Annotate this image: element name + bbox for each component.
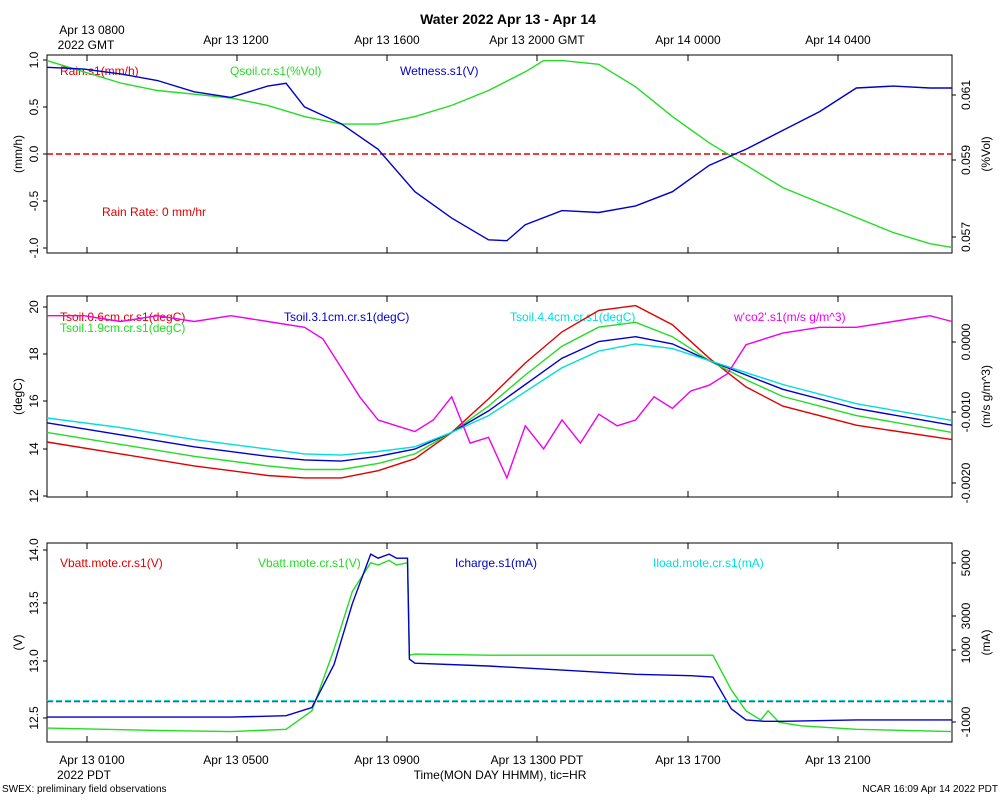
top-ylabel-left: (mm/h) [11,135,25,173]
x-axis-title: Time(MON DAY HHMM), tic=HR [414,768,587,782]
bottom-ytick-label-left-2: 13.0 [27,649,41,673]
middle-ytick-label-right-1: -0.0010 [959,391,973,432]
top-ytick-label-left-4: -1.0 [27,237,41,258]
middle-series-2 [46,335,953,462]
top-ytick-label-left-0: 1.0 [27,51,41,68]
top-axis-label-0: Apr 13 0800 [59,23,125,37]
bottom-ytick-label-right-2: 1000 [959,636,973,663]
bottom-axis-label-4: Apr 13 1700 [655,753,721,767]
middle-ytick-label-left-0: 20 [27,300,41,314]
legend-vbatt-green: Vbatt.mote.cr.s1(V) [258,556,361,570]
bottom-ylabel-left: (V) [11,635,25,651]
middle-series-3 [46,343,953,456]
middle-ytick-label-right-2: -0.0020 [959,462,973,503]
bottom-ytick-label-left-0: 14.0 [27,538,41,562]
bottom-time-axis: Apr 13 0100 2022 PDT Apr 13 0500 Apr 13 … [57,753,871,782]
middle-series-4 [47,314,953,480]
middle-panel-legend: Tsoil.0.6cm.cr.s1(degC) Tsoil.1.9cm.cr.s… [60,310,846,335]
top-ytick-label-right-1: 0.059 [959,145,973,175]
bottom-panel-legend: Vbatt.mote.cr.s1(V) Vbatt.mote.cr.s1(V) … [60,556,764,570]
top-ytick-label-right-0: 0.061 [959,80,973,110]
top-axis-label-5: Apr 14 0400 [805,33,871,47]
bottom-axis-label-2: Apr 13 0900 [354,753,420,767]
top-ytick-label-left-1: 0.5 [27,98,41,115]
bottom-ytick-label-right-3: -1000 [959,706,973,737]
top-axis-label-4: Apr 14 0000 [655,33,721,47]
middle-ylabel-left: (degC) [11,378,25,415]
legend-tsoil-0-6: Tsoil.0.6cm.cr.s1(degC) [60,310,185,324]
bottom-axis-label-0: Apr 13 0100 [59,753,125,767]
rain-rate-annotation: Rain Rate: 0 mm/hr [102,205,206,219]
bottom-series-2 [47,553,952,722]
top-ytick-label-left-2: 0.0 [27,145,41,162]
legend-iload: Iload.mote.cr.s1(mA) [653,556,764,570]
legend-tsoil-3-1: Tsoil.3.1cm.cr.s1(degC) [284,310,409,324]
top-ytick-label-left-3: -0.5 [27,190,41,211]
middle-series-1 [46,321,953,471]
middle-ylabel-right: (m/s g/m^3) [979,365,993,428]
middle-plot-frame [46,295,953,498]
middle-ytick-label-left-1: 18 [27,347,41,361]
top-axis-label-1: Apr 13 1200 [203,33,269,47]
bottom-series-1 [46,559,953,733]
middle-ytick-label-right-0: 0.0000 [959,323,973,360]
top-series-1 [46,59,953,249]
bottom-ylabel-right: (mA) [979,630,993,656]
chart-title: Water 2022 Apr 13 - Apr 14 [420,11,596,27]
legend-wetness: Wetness.s1(V) [400,64,478,78]
middle-ytick-label-left-3: 14 [27,442,41,456]
top-axis-label-2: Apr 13 1600 [354,33,420,47]
legend-icharge: Icharge.s1(mA) [455,556,537,570]
bottom-ytick-label-right-0: 5000 [959,549,973,576]
middle-ytick-label-left-4: 12 [27,489,41,503]
top-ylabel-right: (%Vol) [979,136,993,171]
bottom-ytick-label-left-1: 13.5 [27,591,41,615]
legend-qsoil: Qsoil.cr.s1(%Vol) [230,64,321,78]
top-series-2 [46,66,952,242]
top-time-axis: Apr 13 0800 2022 GMT Apr 13 1200 Apr 13 … [58,23,871,52]
bottom-ytick-label-right-1: 3000 [959,602,973,629]
top-ytick-label-right-2: 0.057 [959,222,973,252]
legend-vbatt-red: Vbatt.mote.cr.s1(V) [60,556,163,570]
bottom-axis-label-5: Apr 13 2100 [805,753,871,767]
footer-right: NCAR 16:09 Apr 14 2022 PDT [862,784,998,795]
bottom-axis-sub-label: 2022 PDT [57,768,112,782]
bottom-axis-label-1: Apr 13 0500 [203,753,269,767]
top-axis-sub-label: 2022 GMT [58,38,115,52]
top-axis-label-3: Apr 13 2000 GMT [489,33,585,47]
bottom-plot-frame [46,542,953,743]
footer-left: SWEX: preliminary field observations [2,784,167,795]
legend-tsoil-4-4: Tsoil.4.4cm.cr.s1(degC) [510,310,635,324]
middle-ytick-label-left-2: 16 [27,394,41,408]
legend-tsoil-1-9: Tsoil.1.9cm.cr.s1(degC) [60,321,185,335]
top-panel-legend: Rain.s1(mm/h) Qsoil.cr.s1(%Vol) Wetness.… [60,64,478,219]
plot-panels: (mm/h) (%Vol) 1.0 0.5 0.0 -0.5 -1.0 0.061 0.059 0… [11,51,993,743]
top-panel: (mm/h) (%Vol) 1.0 0.5 0.0 -0.5 -1.0 0.061 0.059 0… [11,51,993,258]
bottom-axis-label-3: Apr 13 1300 PDT [491,753,584,767]
middle-series-0 [46,304,953,479]
middle-panel: (degC) (m/s g/m^3) 20 18 16 14 12 0.0000 -0.0010… [11,295,993,503]
legend-wco2: w'co2'.s1(m/s g/m^3) [733,310,846,324]
bottom-panel: (V) (mA) 14.0 13.5 13.0 12.5 5000 3000 1000 -1000 [11,538,993,743]
bottom-ytick-label-left-3: 12.5 [27,706,41,730]
